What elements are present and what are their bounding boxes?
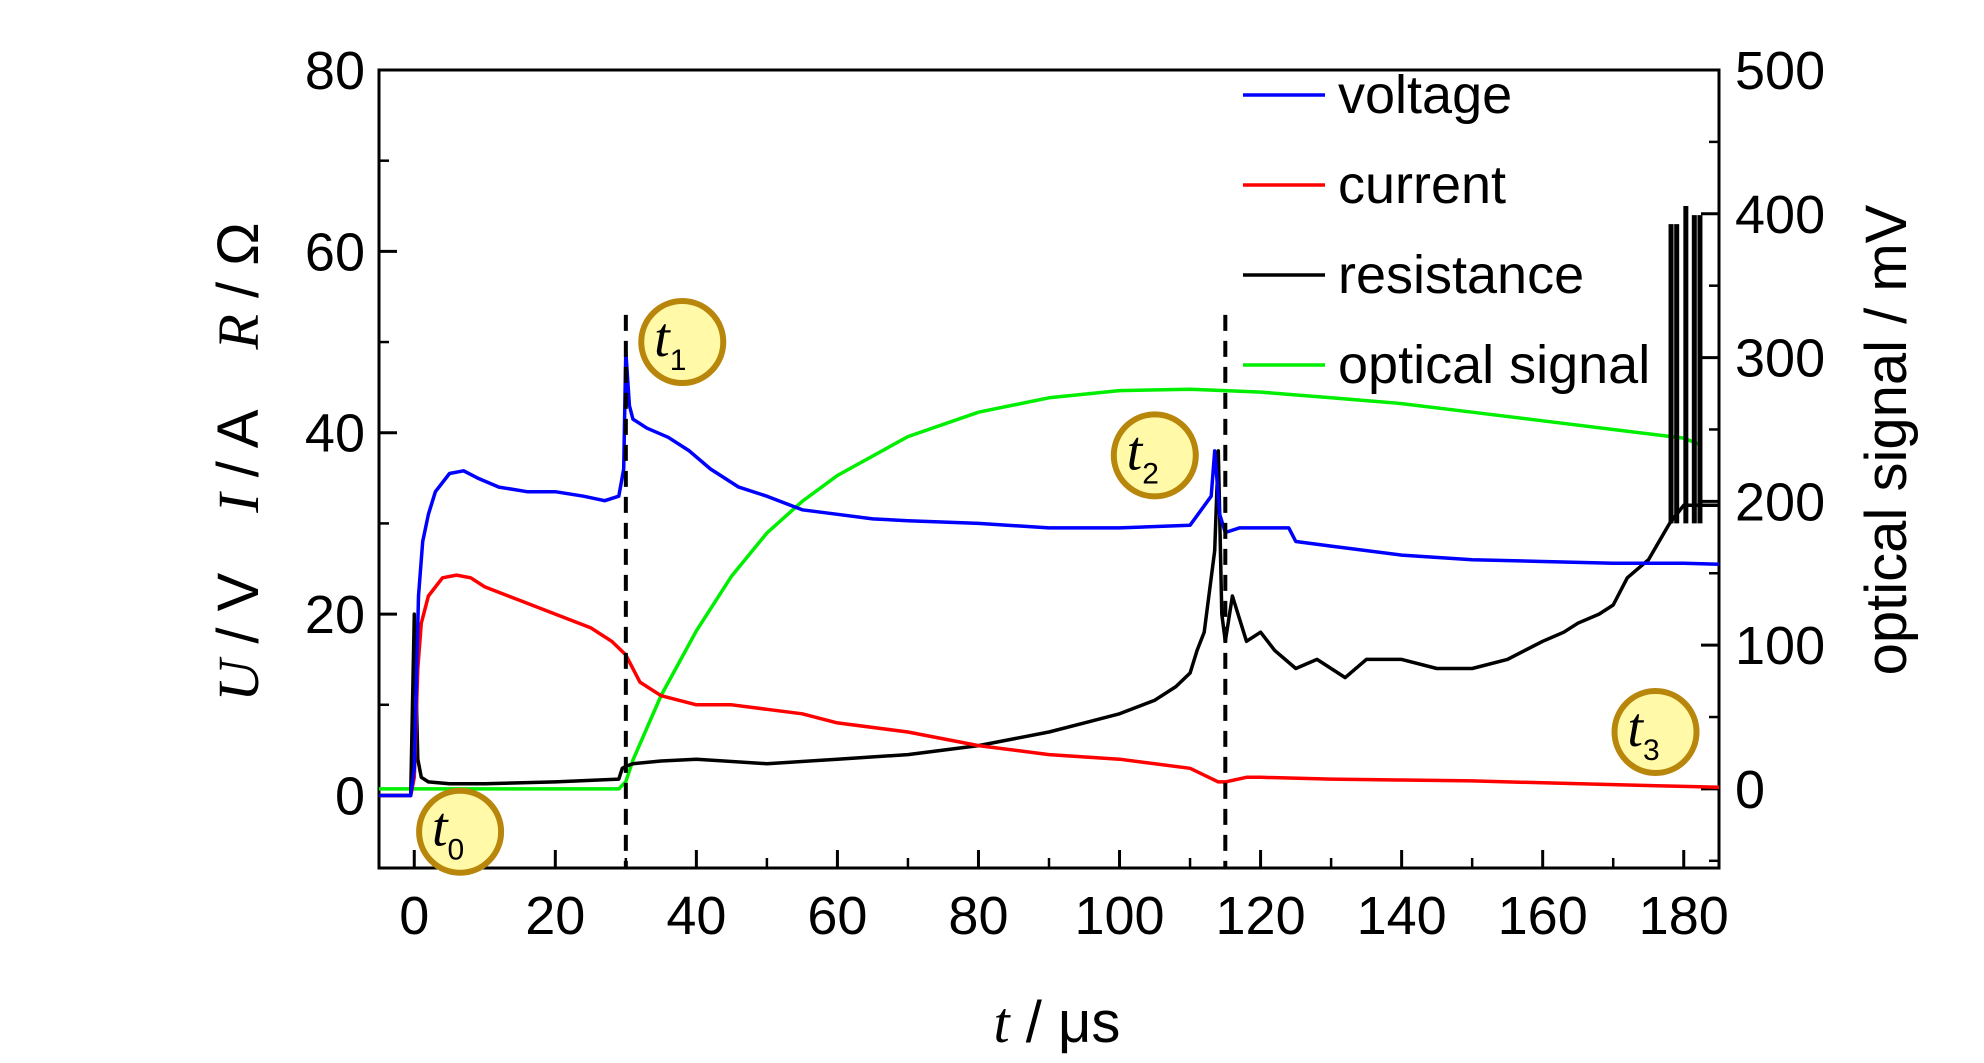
right-tick-label: 100 <box>1735 616 1825 676</box>
time-marker-label: t1 <box>654 307 686 377</box>
time-marker-t0: t0 <box>416 787 505 876</box>
legend: voltage current resistance optical signal <box>1243 65 1650 395</box>
series-line-optical-signal <box>379 387 1699 791</box>
time-marker-t1: t1 <box>638 298 727 387</box>
left-tick-label: 20 <box>305 585 365 645</box>
left-axis-title: U / VI / AR / Ω <box>206 222 271 701</box>
x-tick-label: 180 <box>1639 886 1729 946</box>
time-marker-label: t3 <box>1627 697 1659 767</box>
time-marker-label: t0 <box>432 797 464 867</box>
x-tick-label: 160 <box>1498 886 1588 946</box>
time-markers: t0 t1 t2 t3 <box>416 298 1700 876</box>
time-marker-circle <box>416 787 505 876</box>
axis-titles: t / μs U / VI / AR / Ω optical signal / mV <box>206 204 1919 1055</box>
left-axis-ticks: 0 20 40 60 80 <box>305 41 397 826</box>
x-tick-label: 60 <box>807 886 867 946</box>
right-tick-label: 500 <box>1735 41 1825 101</box>
left-tick-label: 80 <box>305 41 365 101</box>
series-line-voltage <box>379 349 1720 798</box>
legend-label: voltage <box>1338 65 1512 125</box>
x-axis-ticks: 0 20 40 60 80 100 120 140 160 180 <box>399 850 1729 946</box>
right-axis-ticks: 0 100 200 300 400 500 <box>1701 41 1825 863</box>
event-lines <box>623 314 1228 868</box>
x-tick-label: 80 <box>948 886 1008 946</box>
legend-label: resistance <box>1338 245 1584 305</box>
time-marker-t3: t3 <box>1611 687 1700 776</box>
x-tick-label: 100 <box>1074 886 1164 946</box>
legend-label: optical signal <box>1338 335 1650 395</box>
series-layer <box>379 206 1720 798</box>
right-tick-label: 300 <box>1735 329 1825 389</box>
time-marker-circle <box>638 298 727 387</box>
x-tick-label: 40 <box>666 886 726 946</box>
left-tick-label: 0 <box>335 766 365 826</box>
series-line-current <box>379 573 1720 798</box>
right-tick-label: 400 <box>1735 185 1825 245</box>
left-tick-label: 60 <box>305 222 365 282</box>
right-tick-label: 0 <box>1735 760 1765 820</box>
time-marker-t2: t2 <box>1110 411 1199 500</box>
time-marker-circle <box>1110 411 1199 500</box>
x-axis-title: t / μs <box>994 990 1121 1055</box>
legend-label: current <box>1338 155 1506 215</box>
series-line-resistance <box>379 449 1719 798</box>
x-tick-label: 140 <box>1357 886 1447 946</box>
left-tick-label: 40 <box>305 404 365 464</box>
right-tick-label: 200 <box>1735 472 1825 532</box>
time-marker-circle <box>1611 687 1700 776</box>
x-tick-label: 20 <box>525 886 585 946</box>
x-tick-label: 0 <box>399 886 429 946</box>
right-axis-title: optical signal / mV <box>1854 204 1919 675</box>
x-tick-label: 120 <box>1216 886 1306 946</box>
time-marker-label: t2 <box>1127 420 1159 490</box>
